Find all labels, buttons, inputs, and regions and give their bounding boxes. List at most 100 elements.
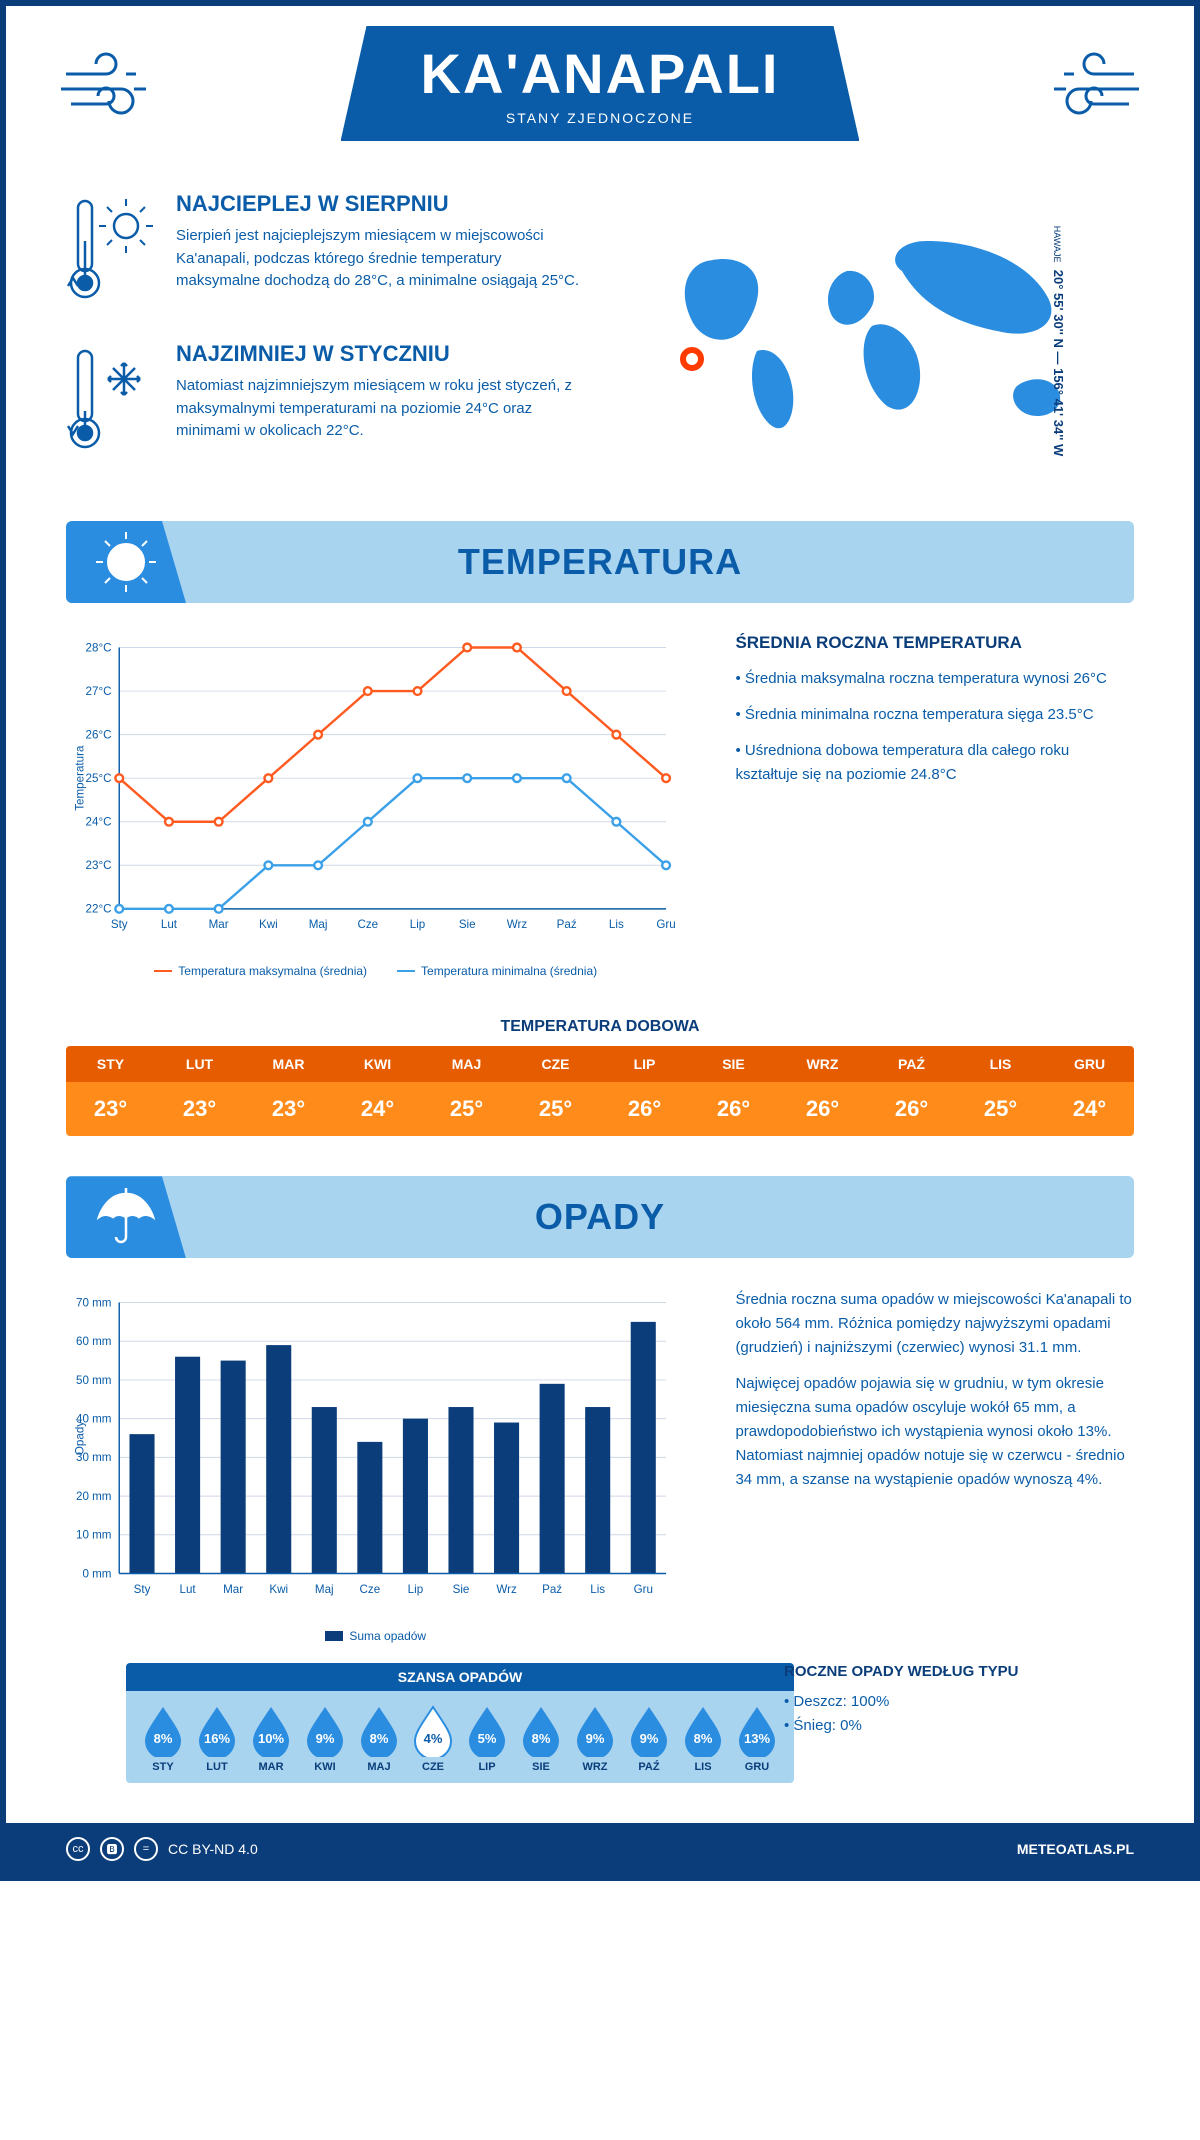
sun-icon: [66, 521, 186, 603]
umbrella-icon: [66, 1176, 186, 1258]
by-type-rain: • Deszcz: 100%: [784, 1690, 1134, 1714]
svg-text:Lut: Lut: [180, 1583, 197, 1596]
svg-text:70 mm: 70 mm: [76, 1297, 111, 1310]
thermometer-sun-icon: [66, 191, 156, 311]
svg-text:Sie: Sie: [453, 1583, 470, 1596]
svg-text:Opady: Opady: [73, 1421, 86, 1455]
rain-chance-drop: 8% SIE: [519, 1705, 563, 1773]
title-banner: KA'ANAPALI STANY ZJEDNOCZONE: [341, 26, 860, 141]
svg-text:10%: 10%: [258, 1731, 284, 1746]
site-name: METEOATLAS.PL: [1017, 1841, 1134, 1857]
svg-text:9%: 9%: [586, 1731, 605, 1746]
by-type-snow: • Śnieg: 0%: [784, 1714, 1134, 1738]
svg-text:Wrz: Wrz: [496, 1583, 517, 1596]
svg-text:8%: 8%: [370, 1731, 389, 1746]
precipitation-by-type: ROCZNE OPADY WEDŁUG TYPU • Deszcz: 100% …: [784, 1663, 1134, 1783]
precip-chart-legend: Suma opadów: [66, 1629, 685, 1643]
svg-text:10 mm: 10 mm: [76, 1529, 111, 1542]
rain-chance-drop: 13% GRU: [735, 1705, 779, 1773]
svg-text:22°C: 22°C: [86, 903, 112, 916]
page-title: KA'ANAPALI: [421, 41, 780, 106]
thermometer-snow-icon: [66, 341, 156, 461]
svg-text:27°C: 27°C: [86, 685, 112, 698]
license-text: CC BY-ND 4.0: [168, 1841, 258, 1857]
svg-text:Paź: Paź: [557, 918, 577, 931]
svg-text:Cze: Cze: [360, 1583, 381, 1596]
fact-coldest: NAJZIMNIEJ W STYCZNIU Natomiast najzimni…: [66, 341, 580, 461]
svg-text:Mar: Mar: [209, 918, 229, 931]
footer: cc 🅱 = CC BY-ND 4.0 METEOATLAS.PL: [6, 1823, 1194, 1875]
rain-chance-drop: 16% LUT: [195, 1705, 239, 1773]
temperature-stats: ŚREDNIA ROCZNA TEMPERATURA • Średnia mak…: [735, 633, 1134, 978]
temp-chart-legend: Temperatura maksymalna (średnia) Tempera…: [66, 964, 685, 978]
svg-text:9%: 9%: [640, 1731, 659, 1746]
svg-text:0 mm: 0 mm: [82, 1568, 111, 1581]
temp-stats-b2: • Średnia minimalna roczna temperatura s…: [735, 703, 1134, 727]
precipitation-text: Średnia roczna suma opadów w miejscowośc…: [735, 1288, 1134, 1643]
svg-text:Cze: Cze: [357, 918, 378, 931]
fact-coldest-title: NAJZIMNIEJ W STYCZNIU: [176, 341, 580, 367]
precipitation-bar-chart: 0 mm10 mm20 mm30 mm40 mm50 mm60 mm70 mmS…: [66, 1288, 685, 1617]
rain-chance-drop: 9% WRZ: [573, 1705, 617, 1773]
wind-icon-right: [1024, 44, 1144, 124]
svg-text:16%: 16%: [204, 1731, 230, 1746]
svg-text:26°C: 26°C: [86, 728, 112, 741]
svg-text:24°C: 24°C: [86, 816, 112, 829]
svg-text:23°C: 23°C: [86, 859, 112, 872]
coordinates: HAWAJE 20° 55' 30'' N — 156° 41' 34'' W: [1051, 226, 1066, 457]
precip-para1: Średnia roczna suma opadów w miejscowośc…: [735, 1288, 1134, 1360]
rain-chance-drop: 9% KWI: [303, 1705, 347, 1773]
temp-stats-b1: • Średnia maksymalna roczna temperatura …: [735, 667, 1134, 691]
precip-para2: Najwięcej opadów pojawia się w grudniu, …: [735, 1372, 1134, 1492]
svg-text:8%: 8%: [694, 1731, 713, 1746]
fact-warmest: NAJCIEPLEJ W SIERPNIU Sierpień jest najc…: [66, 191, 580, 311]
svg-text:Sty: Sty: [134, 1583, 151, 1596]
svg-text:Maj: Maj: [315, 1583, 334, 1596]
svg-text:Lis: Lis: [590, 1583, 605, 1596]
fact-warmest-title: NAJCIEPLEJ W SIERPNIU: [176, 191, 580, 217]
svg-text:Paź: Paź: [542, 1583, 562, 1596]
precipitation-chance-table: SZANSA OPADÓW 8% STY 16% LUT: [126, 1663, 794, 1783]
svg-text:Maj: Maj: [309, 918, 328, 931]
svg-text:28°C: 28°C: [86, 641, 112, 654]
daily-temp-table: STYLUTMARKWIMAJCZELIPSIEWRZPAŹLISGRU23°2…: [66, 1046, 1134, 1136]
rain-chance-drop: 8% LIS: [681, 1705, 725, 1773]
svg-text:Lip: Lip: [408, 1583, 424, 1596]
rain-chance-drop: 8% MAJ: [357, 1705, 401, 1773]
fact-coldest-text: Natomiast najzimniejszym miesiącem w rok…: [176, 375, 580, 443]
svg-text:25°C: 25°C: [86, 772, 112, 785]
by-type-title: ROCZNE OPADY WEDŁUG TYPU: [784, 1663, 1134, 1680]
world-map: HAWAJE 20° 55' 30'' N — 156° 41' 34'' W: [620, 191, 1134, 491]
svg-text:Gru: Gru: [656, 918, 675, 931]
rain-chance-drop: 5% LIP: [465, 1705, 509, 1773]
svg-text:5%: 5%: [478, 1731, 497, 1746]
svg-text:8%: 8%: [154, 1731, 173, 1746]
svg-text:8%: 8%: [532, 1731, 551, 1746]
chance-title: SZANSA OPADÓW: [126, 1663, 794, 1691]
svg-text:Kwi: Kwi: [269, 1583, 288, 1596]
svg-text:Lis: Lis: [609, 918, 624, 931]
rain-chance-drop: 4% CZE: [411, 1705, 455, 1773]
svg-text:Lip: Lip: [410, 918, 426, 931]
fact-warmest-text: Sierpień jest najcieplejszym miesiącem w…: [176, 225, 580, 293]
daily-temp-title: TEMPERATURA DOBOWA: [6, 1018, 1194, 1036]
header: KA'ANAPALI STANY ZJEDNOCZONE: [6, 6, 1194, 171]
svg-text:Temperatura: Temperatura: [73, 745, 86, 811]
temp-stats-title: ŚREDNIA ROCZNA TEMPERATURA: [735, 633, 1134, 653]
svg-text:Wrz: Wrz: [507, 918, 528, 931]
wind-icon-left: [56, 44, 176, 124]
temperature-section-header: TEMPERATURA: [66, 521, 1134, 603]
svg-text:Lut: Lut: [161, 918, 178, 931]
svg-text:Gru: Gru: [634, 1583, 653, 1596]
temp-stats-b3: • Uśredniona dobowa temperatura dla całe…: [735, 739, 1134, 787]
svg-text:Sie: Sie: [459, 918, 476, 931]
svg-text:Sty: Sty: [111, 918, 128, 931]
nd-icon: =: [134, 1837, 158, 1861]
svg-text:13%: 13%: [744, 1731, 770, 1746]
svg-text:9%: 9%: [316, 1731, 335, 1746]
precipitation-section-header: OPADY: [66, 1176, 1134, 1258]
rain-chance-drop: 9% PAŹ: [627, 1705, 671, 1773]
rain-chance-drop: 8% STY: [141, 1705, 185, 1773]
svg-text:50 mm: 50 mm: [76, 1374, 111, 1387]
rain-chance-drop: 10% MAR: [249, 1705, 293, 1773]
